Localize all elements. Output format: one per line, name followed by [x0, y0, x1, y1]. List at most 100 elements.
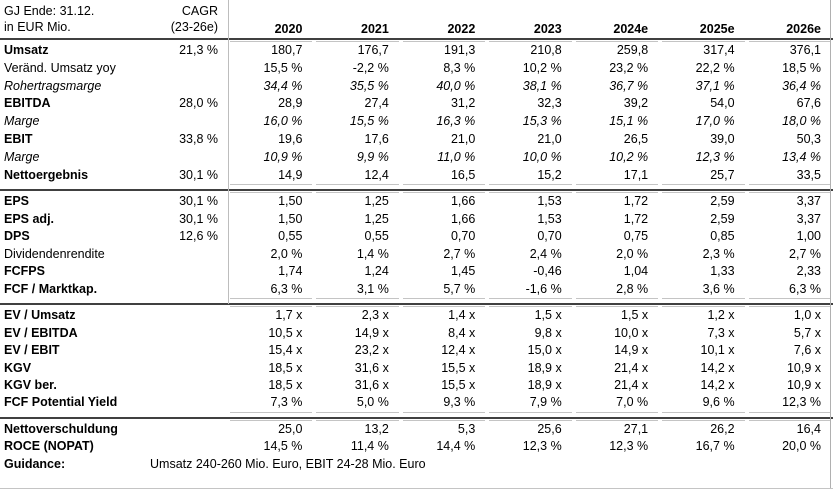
- header-divider-line: [0, 38, 833, 40]
- cell-value: 1,72: [623, 211, 649, 226]
- cell-value: 15,3 %: [522, 114, 562, 129]
- cell-value: 8,4 x: [448, 325, 476, 340]
- cell-value: 22,2 %: [695, 60, 735, 75]
- cell-value: 12,4: [364, 167, 389, 182]
- cell-value: 11,4 %: [350, 439, 389, 454]
- cell-value: 1,50: [278, 211, 303, 226]
- cell-value: 38,1 %: [522, 78, 562, 93]
- cell-value: 32,3: [537, 96, 562, 111]
- cell-value: 7,3 x: [707, 325, 735, 340]
- table-section-earnings: Umsatz 21,3 % 180,7 176,7 191,3 210,8 259,8 317…: [0, 42, 833, 184]
- cell-value: 14,2 x: [700, 360, 735, 375]
- cell-value: 67,6: [796, 96, 821, 111]
- cell-value: 0,55: [278, 229, 303, 244]
- cell-value: 210,8: [530, 43, 562, 57]
- cell-value: 3,37: [796, 194, 821, 209]
- cell-value: 10,9 x: [786, 360, 821, 375]
- cell-value: 16,4: [796, 421, 821, 436]
- cell-value: 2,59: [710, 194, 735, 209]
- row-label: EV / EBIT: [4, 343, 60, 358]
- cagr-value: 30,1 %: [179, 211, 218, 226]
- cell-value: 6,3 %: [270, 281, 303, 296]
- row-label: Rohertragsmarge: [4, 78, 102, 93]
- table-row: EPS adj. 30,1 % 1,50 1,25 1,66 1,53 1,72 2,59 3,…: [0, 211, 833, 229]
- cell-value: 317,4: [703, 43, 735, 57]
- cagr-value: [150, 438, 228, 456]
- year-column-header: 2020: [274, 22, 303, 36]
- cell-value: 1,5 x: [621, 308, 649, 323]
- row-label: KGV ber.: [4, 377, 57, 392]
- table-row: Veränd. Umsatz yoy 15,5 % -2,2 % 8,3 % 10,2 …: [0, 60, 833, 78]
- cagr-value: [150, 360, 228, 377]
- table-row: Marge 16,0 % 15,5 % 16,3 % 15,3 % 15,1 % 17,0 …: [0, 113, 833, 131]
- cell-value: 1,5 x: [534, 308, 562, 323]
- row-label: DPS: [4, 229, 30, 244]
- cell-value: 21,4 x: [614, 377, 649, 392]
- gridline-row: [0, 411, 833, 413]
- cell-value: 0,70: [537, 229, 562, 244]
- cell-value: 39,0: [710, 131, 735, 146]
- cell-value: 17,6: [364, 131, 389, 146]
- cell-value: 14,9 x: [354, 325, 389, 340]
- cell-value: 13,4 %: [782, 149, 821, 164]
- cagr-value: [150, 263, 228, 281]
- year-column-header: 2025e: [699, 22, 735, 36]
- cell-value: 16,5: [450, 167, 476, 182]
- cagr-value: [150, 246, 228, 264]
- cell-value: 13,2: [364, 421, 389, 436]
- cell-value: 19,6: [278, 131, 303, 146]
- table-row: Dividendenrendite 2,0 % 1,4 % 2,7 % 2,4 % 2,0…: [0, 246, 833, 264]
- cell-value: 15,1 %: [609, 114, 649, 129]
- cell-value: 2,7 %: [443, 246, 476, 261]
- cagr-value: [150, 421, 228, 439]
- cell-value: 31,2: [450, 96, 476, 111]
- cell-value: 15,5 %: [349, 114, 389, 129]
- cell-value: 1,0 x: [793, 308, 821, 323]
- cagr-header-line1: CAGR: [181, 4, 218, 18]
- row-label: FCF / Marktkap.: [4, 281, 98, 296]
- table-row: KGV 18,5 x 31,6 x 15,5 x 18,9 x 21,4 x 14,2 x 1…: [0, 360, 833, 377]
- cell-value: 1,53: [537, 194, 562, 209]
- cell-value: 9,3 %: [443, 395, 476, 410]
- cell-value: 14,2 x: [700, 377, 735, 392]
- cell-value: 12,4 x: [441, 343, 476, 358]
- table-section-balance-guidance: Nettoverschuldung 25,0 13,2 5,3 25,6 27,1 26,2…: [0, 421, 833, 474]
- cell-value: 12,3 %: [609, 439, 649, 454]
- cagr-value: [150, 113, 228, 131]
- cagr-value: [150, 281, 228, 299]
- table-bottom-line: [0, 488, 833, 490]
- table-row: FCFPS 1,74 1,24 1,45 -0,46 1,04 1,33 2,33: [0, 263, 833, 281]
- cell-value: 191,3: [444, 43, 476, 57]
- cell-value: 21,4 x: [614, 360, 649, 375]
- cell-value: 0,70: [450, 229, 476, 244]
- cagr-value: 12,6 %: [179, 229, 218, 244]
- cagr-value: [150, 78, 228, 96]
- cell-value: 12,3 %: [695, 149, 735, 164]
- table-row: EBITDA 28,0 % 28,9 27,4 31,2 32,3 39,2 54,0 67,6: [0, 95, 833, 113]
- cell-value: 176,7: [357, 43, 389, 57]
- cagr-value: [150, 394, 228, 411]
- right-edge-line: [830, 0, 831, 488]
- cell-value: 15,2: [537, 167, 562, 182]
- row-label: Veränd. Umsatz yoy: [4, 60, 116, 75]
- cell-value: 37,1 %: [695, 78, 735, 93]
- table-row: Marge 10,9 % 9,9 % 11,0 % 10,0 % 10,2 % 12,3 %…: [0, 149, 833, 167]
- cell-value: 9,9 %: [356, 149, 389, 164]
- cell-value: 21,0: [537, 131, 562, 146]
- cagr-value: [150, 377, 228, 394]
- table-row: EV / Umsatz 1,7 x 2,3 x 1,4 x 1,5 x 1,5 x 1,2 …: [0, 307, 833, 324]
- cell-value: 31,6 x: [354, 360, 389, 375]
- table-row: FCF Potential Yield 7,3 % 5,0 % 9,3 % 7,9 % 7…: [0, 394, 833, 411]
- section-divider-line: [0, 189, 833, 192]
- table-row: ROCE (NOPAT) 14,5 % 11,4 % 14,4 % 12,3 % 12,3…: [0, 438, 833, 456]
- cell-value: 18,0 %: [782, 114, 821, 129]
- table-row: Guidance: Umsatz 240-260 Mio. Euro, EBIT …: [0, 456, 833, 474]
- row-label: EV / EBITDA: [4, 325, 78, 340]
- table-row: Umsatz 21,3 % 180,7 176,7 191,3 210,8 259,8 317…: [0, 42, 833, 60]
- cell-value: 10,9 %: [263, 149, 303, 164]
- cell-value: 180,7: [271, 43, 303, 57]
- cell-value: 3,1 %: [356, 281, 389, 296]
- year-column-header: 2023: [533, 22, 562, 36]
- cell-value: 14,9: [278, 167, 303, 182]
- cell-value: 18,9 x: [527, 377, 562, 392]
